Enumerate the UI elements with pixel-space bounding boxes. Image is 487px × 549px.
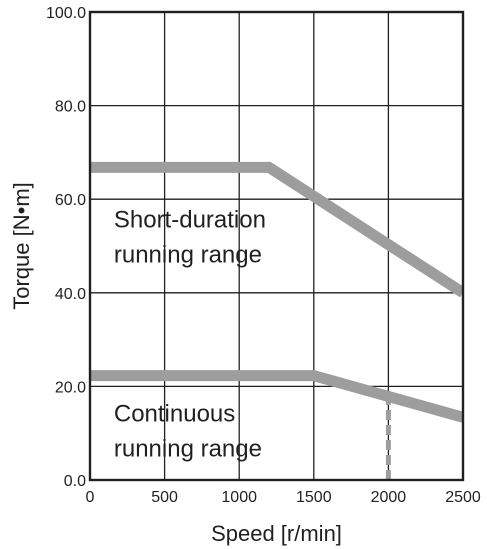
x-tick-label: 500 xyxy=(151,489,178,506)
region-label-line: Continuous xyxy=(114,401,235,428)
x-tick-label: 0 xyxy=(86,489,95,506)
y-tick-label: 40.0 xyxy=(55,286,86,303)
region-label-line: running range xyxy=(114,436,262,463)
x-tick-label: 1500 xyxy=(296,489,332,506)
y-tick-label: 20.0 xyxy=(55,379,86,396)
x-tick-label: 2500 xyxy=(445,489,481,506)
region-annotations: Short-duration running range Continuous run… xyxy=(114,206,266,462)
region-label-line: Short-duration xyxy=(114,206,266,233)
continuous-label: Continuous running range xyxy=(114,401,262,463)
tick-labels: 0 500 1000 1500 2000 2500 0.0 20.0 40.0 60.0 80.0 1… xyxy=(46,5,481,506)
region-label-line: running range xyxy=(114,241,262,268)
y-axis-title: Torque [N•m] xyxy=(9,182,34,310)
short-duration-limit-line xyxy=(90,161,463,298)
series-lines xyxy=(90,161,463,480)
continuous-limit-line xyxy=(90,370,463,423)
plot-frame xyxy=(88,10,465,482)
y-tick-label: 100.0 xyxy=(46,5,86,22)
grid-lines xyxy=(90,12,463,480)
y-tick-label: 80.0 xyxy=(55,99,86,116)
y-tick-label: 0.0 xyxy=(64,473,86,490)
x-tick-label: 2000 xyxy=(371,489,407,506)
x-axis-title: Speed [r/min] xyxy=(211,521,342,546)
short-duration-label: Short-duration running range xyxy=(114,206,266,268)
x-tick-label: 1000 xyxy=(221,489,257,506)
y-tick-label: 60.0 xyxy=(55,192,86,209)
